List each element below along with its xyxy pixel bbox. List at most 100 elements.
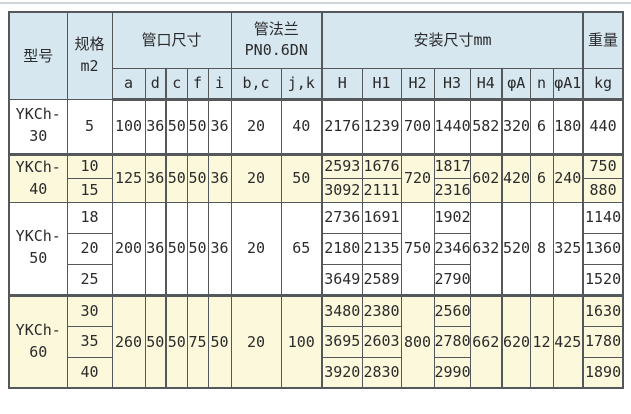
cell-H: 2736 (321, 201, 363, 234)
cell-kg: 1140 (582, 201, 624, 234)
cell-i: 36 (207, 152, 232, 203)
header-group-row: 型号 规格 m2 管口尺寸 管法兰 PN0.6DN 安装尺寸mm 重量 (8, 11, 624, 100)
cell-jk: 50 (280, 152, 323, 203)
cell-H3: 2346 (433, 232, 471, 265)
cell-bc: 20 (230, 201, 282, 296)
header-c: c (165, 67, 188, 101)
cell-H3: 1440 (433, 98, 471, 155)
header-phiA1: φA1 (552, 67, 585, 101)
cell-kg: 1780 (582, 325, 624, 358)
cell-H: 3649 (321, 263, 363, 296)
cell-phiA: 420 (501, 152, 531, 203)
cell-a: 260 (111, 293, 146, 389)
spec-table: 型号 规格 m2 管口尺寸 管法兰 PN0.6DN 安装尺寸mm 重量 a d … (8, 11, 625, 389)
cell-d: 50 (144, 293, 167, 389)
cell-kg: 1360 (582, 232, 624, 265)
table-row: 25 3649 2589 2790 1520 (9, 263, 624, 296)
cell-model: YKCh- 60 (8, 293, 68, 389)
cell-n: 8 (529, 201, 554, 296)
cell-c: 50 (165, 98, 188, 155)
cell-H1: 2135 (361, 232, 402, 265)
cell-H2: 750 (400, 201, 435, 296)
cell-jk: 100 (280, 293, 323, 389)
header-model: 型号 (8, 11, 68, 100)
header-i: i (207, 67, 232, 101)
cell-d: 36 (144, 152, 167, 203)
cell-H2: 700 (400, 98, 435, 155)
cell-H2: 720 (400, 152, 435, 203)
cell-H1: 1239 (361, 98, 402, 155)
cell-H4: 582 (469, 98, 503, 155)
cell-H3: 2790 (433, 263, 471, 296)
cell-model: YKCh- 30 (8, 98, 68, 155)
cell-kg: 1520 (582, 263, 624, 296)
table-row: YKCh- 60 30 260 50 50 75 50 20 100 3480 … (8, 293, 624, 389)
cell-kg: 1630 (582, 293, 624, 327)
cell-H1: 1691 (361, 201, 402, 234)
cell-spec: 18 (66, 201, 113, 234)
header-H2: H2 (400, 67, 435, 101)
cell-H4: 632 (469, 201, 503, 296)
cell-phiA: 320 (501, 98, 531, 155)
cell-H1: 2589 (361, 263, 402, 296)
cell-model: YKCh- 40 (8, 152, 68, 203)
cell-H1: 2830 (361, 356, 402, 389)
cell-H: 2176 (321, 98, 363, 155)
cell-phiA1: 180 (552, 98, 585, 155)
header-phiA: φA (501, 67, 531, 101)
cell-a: 125 (111, 152, 146, 203)
cell-H: 3920 (321, 356, 363, 389)
cell-d: 36 (144, 98, 167, 155)
cell-spec: 25 (66, 263, 113, 296)
cell-H1: 1676 (361, 152, 402, 179)
header-n: n (529, 67, 554, 101)
table-row: 40 3920 2830 2990 1890 (9, 356, 624, 389)
header-flange-group: 管法兰 PN0.6DN (230, 11, 323, 69)
cell-H2: 800 (400, 293, 435, 389)
header-a: a (111, 67, 146, 101)
table-row: YKCh- 40 10 125 36 50 50 36 20 50 2593 1… (8, 152, 624, 203)
cell-H1: 2111 (361, 177, 402, 203)
cell-H1: 2380 (361, 293, 402, 327)
cell-H: 2180 (321, 232, 363, 265)
header-sub-row: a d c f i b,c j,k H H1 H2 H3 H4 φA n φA1… (9, 67, 624, 101)
cell-H3: 2780 (433, 325, 471, 358)
cell-spec: 10 (66, 152, 113, 179)
cell-H: 3480 (321, 293, 363, 327)
cell-kg: 440 (582, 98, 624, 155)
cell-H: 3092 (321, 177, 363, 203)
cell-H: 3695 (321, 325, 363, 358)
cell-c: 50 (165, 293, 188, 389)
cell-bc: 20 (230, 293, 282, 389)
table-header: 型号 规格 m2 管口尺寸 管法兰 PN0.6DN 安装尺寸mm 重量 a d … (8, 11, 624, 101)
cell-spec: 20 (66, 232, 113, 265)
cell-a: 100 (111, 98, 146, 155)
cell-i: 36 (207, 201, 232, 296)
cell-f: 75 (186, 293, 209, 389)
header-f: f (186, 67, 209, 101)
cell-H3: 1902 (433, 201, 471, 234)
cell-H: 2593 (321, 152, 363, 179)
header-H1: H1 (361, 67, 402, 101)
cell-H3: 2560 (433, 293, 471, 327)
cell-phiA1: 425 (552, 293, 585, 389)
cell-phiA: 620 (501, 293, 531, 389)
cell-n: 6 (529, 98, 554, 155)
cell-phiA1: 325 (552, 201, 585, 296)
table-body: YKCh- 30 5 100 36 50 50 36 20 40 2176 12… (8, 98, 624, 389)
cell-jk: 65 (280, 201, 323, 296)
cell-spec: 40 (66, 356, 113, 389)
table-row: 15 3092 2111 2316 880 (9, 177, 624, 203)
cell-i: 50 (207, 293, 232, 389)
header-jk: j,k (280, 67, 323, 101)
cell-H4: 662 (469, 293, 503, 389)
table-row: YKCh- 30 5 100 36 50 50 36 20 40 2176 12… (8, 98, 624, 155)
cell-d: 36 (144, 201, 167, 296)
cell-kg: 1890 (582, 356, 624, 389)
header-weight: 重量 (582, 11, 624, 69)
cell-H3: 2990 (433, 356, 471, 389)
cell-bc: 20 (230, 98, 282, 155)
cell-kg: 880 (582, 177, 624, 203)
cell-phiA1: 240 (552, 152, 585, 203)
header-kg: kg (582, 67, 624, 101)
